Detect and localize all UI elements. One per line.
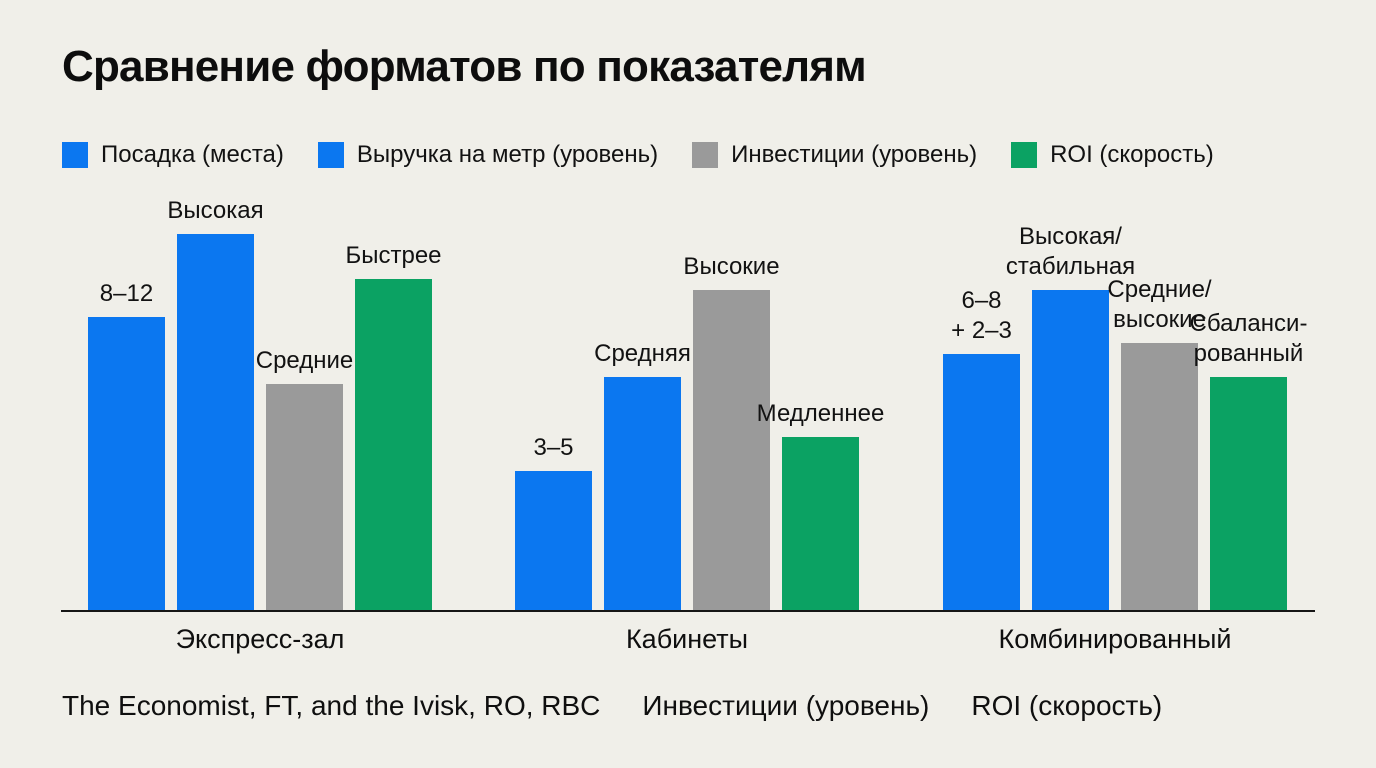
bar-g1-s4: Быстрее bbox=[345, 242, 442, 610]
axis-category-label-1: Экспресс-зал bbox=[175, 624, 345, 654]
legend-label: Инвестиции (уровень) bbox=[731, 141, 978, 168]
bar-value-label: Медленнее bbox=[756, 399, 885, 427]
legend-label: Выручка на метр (уровень) bbox=[356, 141, 659, 168]
bar-g2-s1: 3–5 bbox=[515, 434, 592, 610]
bar-g3-s2: Высокая/ стабильная bbox=[1006, 223, 1135, 610]
legend-swatch-investment bbox=[692, 142, 719, 168]
legend-swatch-roi bbox=[1011, 142, 1038, 168]
bar-value-label: Высокая/ стабильная bbox=[1005, 223, 1136, 280]
bar-value-label: Средние/ высокие bbox=[1107, 276, 1212, 333]
bar-g3-s1: 6–8 + 2–3 bbox=[943, 287, 1020, 610]
bar-value-label: Сбаланси- рованный bbox=[1189, 310, 1308, 367]
bar-value-label: 3–5 bbox=[533, 433, 574, 461]
bar-g1-s2: Высокая bbox=[167, 197, 264, 610]
chart-legend: Посадка (места) Выручка на метр (уровень… bbox=[62, 141, 1214, 169]
bar-value-label: Средняя bbox=[594, 339, 691, 367]
source-caption: The Economist, FT, and the Ivisk, RO, RB… bbox=[62, 690, 1162, 722]
bar-value-label: Высокая bbox=[167, 196, 264, 224]
caption-segment-roi: ROI (скорость) bbox=[971, 690, 1163, 721]
bar-g2-s2: Средняя bbox=[594, 340, 691, 610]
caption-segment-sources: The Economist, FT, and the Ivisk, RO, RB… bbox=[62, 690, 601, 721]
bar-g2-s4: Медленнее bbox=[757, 400, 884, 610]
bar-value-label: 8–12 bbox=[99, 279, 154, 307]
bar-value-label: Высокие bbox=[683, 252, 780, 280]
axis-category-label-2: Кабинеты bbox=[625, 624, 749, 654]
bar-value-label: 6–8 + 2–3 bbox=[951, 287, 1012, 344]
axis-category-label-3: Комбинированный bbox=[998, 624, 1232, 654]
caption-segment-investment: Инвестиции (уровень) bbox=[642, 690, 930, 721]
legend-item-seating: Посадка (места) bbox=[62, 141, 284, 169]
bar-g1-s1: 8–12 bbox=[88, 280, 165, 610]
x-axis-line bbox=[61, 610, 1315, 612]
bar-g1-s3: Средние bbox=[256, 347, 353, 610]
legend-item-revenue: Выручка на метр (уровень) bbox=[317, 141, 659, 169]
bar-value-label: Быстрее bbox=[345, 241, 442, 269]
bar-chart-plot: 8–12 Высокая Средние Быстрее 3–5 Средняя Высок… bbox=[61, 0, 1315, 612]
bar-value-label: Средние bbox=[255, 346, 354, 374]
bar-g2-s3: Высокие bbox=[683, 253, 780, 610]
bar-g3-s4: Сбаланси- рованный bbox=[1190, 310, 1307, 610]
bar-g3-s3: Средние/ высокие bbox=[1107, 276, 1212, 610]
legend-label: Посадка (места) bbox=[101, 141, 284, 168]
legend-item-roi: ROI (скорость) bbox=[1011, 141, 1214, 169]
legend-swatch-revenue bbox=[317, 142, 344, 168]
legend-item-investment: Инвестиции (уровень) bbox=[692, 141, 977, 169]
x-axis-category-labels: Экспресс-зал Кабинеты Комбинированный bbox=[61, 624, 1315, 660]
legend-swatch-seating bbox=[62, 142, 88, 168]
chart-title: Сравнение форматов по показателям bbox=[62, 42, 867, 91]
legend-label: ROI (скорость) bbox=[1050, 141, 1214, 168]
